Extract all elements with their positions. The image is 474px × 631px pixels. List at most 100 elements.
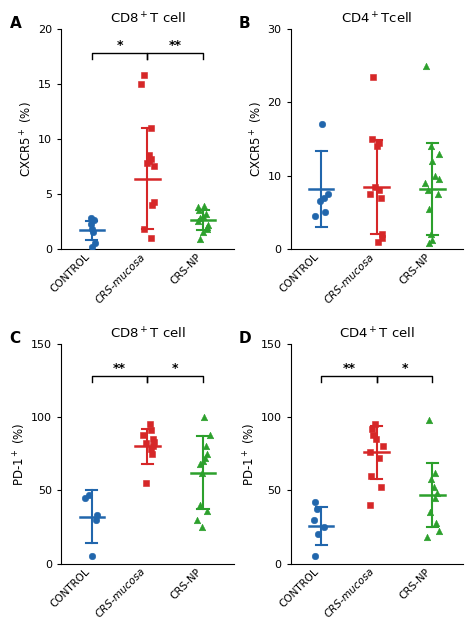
Text: B: B xyxy=(239,16,250,31)
Point xyxy=(372,420,379,430)
Point xyxy=(368,134,376,144)
Point xyxy=(206,430,214,440)
Point xyxy=(195,216,202,227)
Point xyxy=(428,235,436,245)
Point xyxy=(202,441,210,451)
Point xyxy=(314,529,322,540)
Point xyxy=(373,141,381,151)
Y-axis label: CXCR5$^+$ (%): CXCR5$^+$ (%) xyxy=(19,101,35,177)
Point xyxy=(203,449,211,459)
Point xyxy=(324,189,332,199)
Point xyxy=(85,490,93,500)
Point xyxy=(428,156,436,166)
Point xyxy=(195,205,202,215)
Point xyxy=(203,222,211,232)
Point xyxy=(369,430,377,440)
Point xyxy=(148,449,155,459)
Point xyxy=(368,424,376,434)
Point xyxy=(140,224,147,234)
Point xyxy=(147,123,155,133)
Point xyxy=(311,551,319,562)
Point xyxy=(149,441,156,451)
Title: CD4$^+$T cell: CD4$^+$T cell xyxy=(339,326,415,341)
Point xyxy=(142,439,149,449)
Point xyxy=(375,138,383,148)
Point xyxy=(430,483,438,493)
Point xyxy=(320,522,328,532)
Text: *: * xyxy=(172,362,178,375)
Text: **: ** xyxy=(169,39,182,52)
Point xyxy=(199,468,206,478)
Point xyxy=(196,459,204,469)
Point xyxy=(143,478,150,488)
Point xyxy=(143,158,150,168)
Point xyxy=(200,456,207,466)
Title: CD4$^+$Tcell: CD4$^+$Tcell xyxy=(341,11,412,27)
Point xyxy=(436,526,443,536)
Point xyxy=(199,211,207,221)
Y-axis label: CXCR5$^+$ (%): CXCR5$^+$ (%) xyxy=(248,101,264,177)
Point xyxy=(376,186,383,196)
Point xyxy=(379,229,386,239)
Point xyxy=(374,237,382,247)
Point xyxy=(87,213,95,223)
Point xyxy=(89,224,96,234)
Point xyxy=(147,425,155,435)
Point xyxy=(425,415,432,425)
Point xyxy=(435,174,443,184)
Point xyxy=(150,197,158,207)
Point xyxy=(92,515,100,525)
Y-axis label: PD-1$^+$ (%): PD-1$^+$ (%) xyxy=(12,422,28,485)
Point xyxy=(201,453,209,463)
Point xyxy=(431,468,439,478)
Point xyxy=(367,471,374,481)
Point xyxy=(310,515,318,525)
Point xyxy=(433,488,440,498)
Point xyxy=(87,218,94,228)
Text: **: ** xyxy=(113,362,126,375)
Point xyxy=(311,497,319,507)
Point xyxy=(370,71,377,81)
Point xyxy=(371,182,379,192)
Point xyxy=(421,178,429,188)
Point xyxy=(317,196,324,206)
Point xyxy=(203,506,211,516)
Point xyxy=(151,437,158,447)
Point xyxy=(435,148,443,158)
Point xyxy=(427,474,435,484)
Point xyxy=(427,141,435,151)
Point xyxy=(202,209,210,219)
Point xyxy=(146,420,154,430)
Point xyxy=(193,515,201,525)
Point xyxy=(313,504,321,514)
Point xyxy=(424,186,431,196)
Point xyxy=(318,119,326,129)
Point xyxy=(89,242,96,252)
Point xyxy=(427,229,435,239)
Point xyxy=(93,510,101,521)
Point xyxy=(141,70,148,80)
Point xyxy=(198,522,205,532)
Point xyxy=(366,500,374,510)
Point xyxy=(321,207,329,217)
Point xyxy=(204,220,212,230)
Point xyxy=(431,493,439,503)
Point xyxy=(196,234,204,244)
Text: D: D xyxy=(239,331,252,346)
Point xyxy=(90,215,98,225)
Text: C: C xyxy=(9,331,21,346)
Text: *: * xyxy=(401,362,408,375)
Point xyxy=(379,233,386,243)
Title: CD8$^+$T cell: CD8$^+$T cell xyxy=(109,326,185,341)
Point xyxy=(377,192,385,203)
Point xyxy=(431,170,439,180)
Point xyxy=(196,500,204,510)
Point xyxy=(196,213,203,223)
Point xyxy=(427,507,434,517)
Point xyxy=(139,430,147,440)
Point xyxy=(432,517,439,528)
Point xyxy=(372,434,380,444)
Point xyxy=(425,204,433,214)
Point xyxy=(201,412,208,422)
Point xyxy=(146,150,153,160)
